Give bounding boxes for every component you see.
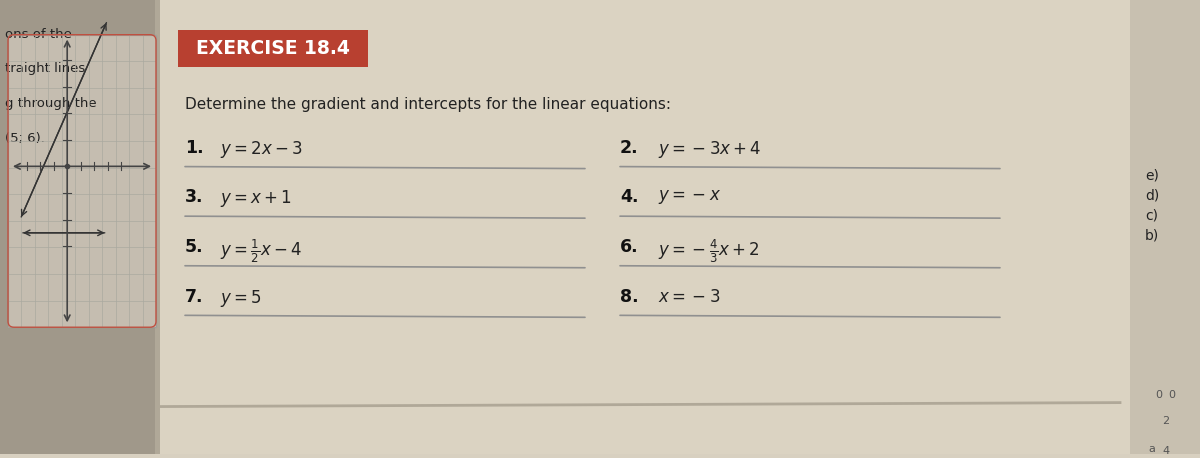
- Text: 4: 4: [1162, 446, 1169, 456]
- Text: $y = -x$: $y = -x$: [658, 188, 721, 207]
- Text: 3.: 3.: [185, 188, 204, 207]
- Text: 7.: 7.: [185, 288, 204, 305]
- Text: 2.: 2.: [620, 139, 638, 157]
- Text: 8.: 8.: [620, 288, 638, 305]
- Text: $y = x + 1$: $y = x + 1$: [220, 188, 292, 209]
- Text: $x = -3$: $x = -3$: [658, 288, 720, 305]
- Text: (5; 6).: (5; 6).: [5, 132, 44, 145]
- Polygon shape: [0, 0, 155, 454]
- Bar: [8, 35, 156, 327]
- Text: $y = -3x + 4$: $y = -3x + 4$: [658, 139, 762, 160]
- Text: d): d): [1145, 188, 1159, 202]
- Text: 4.: 4.: [620, 188, 638, 207]
- Text: 1.: 1.: [185, 139, 204, 157]
- Text: e): e): [1145, 169, 1159, 183]
- Bar: [155, 0, 160, 454]
- Text: b): b): [1145, 228, 1159, 242]
- Polygon shape: [1130, 0, 1200, 454]
- Text: $y = 2x - 3$: $y = 2x - 3$: [220, 139, 302, 160]
- Text: c): c): [1145, 208, 1158, 222]
- Bar: [178, 30, 368, 67]
- Text: traight lines: traight lines: [5, 62, 85, 76]
- Text: 2: 2: [1162, 416, 1169, 426]
- Text: ons of the: ons of the: [5, 28, 72, 41]
- Text: 5.: 5.: [185, 238, 204, 256]
- Text: 0: 0: [1154, 390, 1162, 400]
- Text: a: a: [1148, 444, 1154, 454]
- Text: Determine the gradient and intercepts for the linear equations:: Determine the gradient and intercepts fo…: [185, 97, 671, 112]
- Polygon shape: [155, 0, 1130, 454]
- Text: g through the: g through the: [5, 97, 97, 110]
- Text: 0: 0: [1168, 390, 1175, 400]
- Text: $y = -\frac{4}{3}x + 2$: $y = -\frac{4}{3}x + 2$: [658, 238, 760, 265]
- Text: 6.: 6.: [620, 238, 638, 256]
- Text: $y = \frac{1}{2}x - 4$: $y = \frac{1}{2}x - 4$: [220, 238, 302, 265]
- Text: $y = 5$: $y = 5$: [220, 288, 262, 309]
- Text: EXERCISE 18.4: EXERCISE 18.4: [196, 39, 350, 58]
